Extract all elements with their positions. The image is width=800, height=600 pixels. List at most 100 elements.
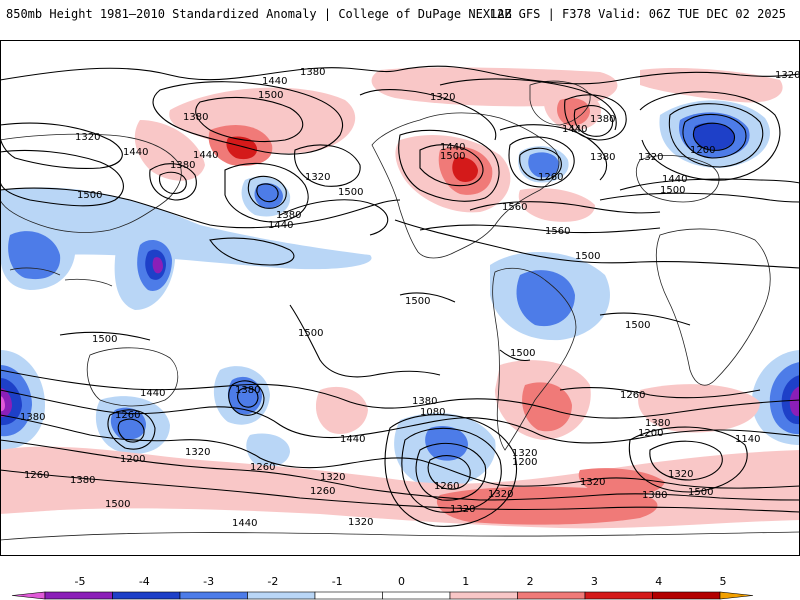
anomaly-pos-sc-pacific — [315, 386, 368, 434]
contour-label: 1500 — [688, 487, 713, 498]
contour-1200-sw — [117, 418, 145, 443]
contour-label: 1200 — [120, 454, 145, 465]
anomaly-neg2-n-pacific — [254, 183, 283, 208]
contour-label: 1320 — [305, 172, 330, 183]
coast-indonesia — [9, 267, 113, 287]
contour-label: 1500 — [625, 320, 650, 331]
anomaly-pos2-alaska — [557, 98, 590, 126]
contour-1380-sw-low — [228, 380, 265, 416]
contour-label: 1380 — [300, 67, 325, 78]
contour-label: 1320 — [488, 489, 513, 500]
anomaly-pos-e-indian — [638, 384, 760, 433]
contour-1380-natl — [499, 124, 608, 181]
contour-label: 1440 — [140, 388, 165, 399]
anomaly-pos-arctic-east — [640, 68, 783, 103]
contour-label: 1380 — [642, 490, 667, 501]
contour-label: 1440 — [193, 150, 218, 161]
colorbar-swatches — [11, 591, 754, 600]
contour-1500-sam-b — [499, 349, 531, 362]
contour-1320-pac-low — [158, 171, 187, 194]
coast-africa — [655, 228, 771, 386]
colorbar-swatch — [584, 591, 653, 600]
colorbar: -5 -4 -3 -2 -1 0 1 2 3 4 5 — [11, 575, 754, 600]
contour-label: 1380 — [590, 152, 615, 163]
anomaly-pos3-n-pacific — [226, 136, 258, 160]
contour-label: 1260 — [250, 462, 275, 473]
colorbar-swatch — [112, 591, 181, 600]
contour-1320-s — [0, 414, 800, 489]
contour-label: 1320 — [638, 152, 663, 163]
contour-label: 1380 — [412, 396, 437, 407]
contour-1500-sam — [399, 292, 456, 303]
contour-label: 1560 — [502, 202, 527, 213]
colorbar-tick-label: -1 — [332, 575, 343, 588]
contour-1320-sw-low — [237, 387, 259, 408]
colorbar-swatch — [382, 591, 451, 600]
contour-1320-euro — [668, 103, 764, 168]
colorbar-tick-label: 2 — [527, 575, 534, 588]
contour-1440-natl — [573, 105, 614, 137]
contour-1500-satl — [559, 387, 761, 399]
contour-1500-npac — [195, 96, 304, 143]
map-title: 850mb Height 1981–2010 Standardized Anom… — [6, 7, 512, 21]
colorbar-arrow-high — [719, 591, 754, 600]
anomaly-neg2-sw-pacific — [110, 407, 146, 440]
contour-label: 1380 — [170, 160, 195, 171]
contour-label: 1200 — [638, 428, 663, 439]
contour-1500-trop-atl — [394, 219, 800, 269]
contour-label: 1320 — [320, 472, 345, 483]
contour-1140-spac — [415, 442, 487, 501]
contour-1380-north — [0, 65, 800, 85]
coast-south-america — [492, 267, 577, 451]
contour-1320-npac — [0, 122, 123, 169]
colorbar-swatch — [517, 591, 586, 600]
anomaly-neg2-s-america — [516, 270, 575, 327]
contour-label: 1260 — [24, 470, 49, 481]
contour-label: 1440 — [262, 76, 287, 87]
contour-1200-sind — [628, 426, 748, 493]
contour-label: 1320 — [512, 448, 537, 459]
contour-1440-northam — [359, 89, 497, 141]
colorbar-swatch — [179, 591, 248, 600]
contour-label: 1500 — [92, 334, 117, 345]
colorbar-tick-label: 3 — [591, 575, 598, 588]
contour-1440-s — [0, 369, 800, 419]
contour-1320-npac-b — [294, 144, 361, 187]
contour-label: 1500 — [105, 499, 130, 510]
contour-1320-pac-inner — [256, 183, 279, 203]
coast-antarctica — [0, 531, 800, 541]
anomaly-neg4-philippines — [152, 257, 163, 274]
contour-1500-wpac — [59, 331, 151, 341]
contour-label: 1440 — [562, 124, 587, 135]
anomaly-pos2-s-atlantic — [522, 382, 572, 432]
contour-1380-s — [0, 389, 800, 444]
contour-label: 1500 — [298, 328, 323, 339]
contour-1200-euro — [692, 122, 735, 151]
contour-label: 1080 — [420, 407, 445, 418]
contour-label: 1440 — [440, 142, 465, 153]
contour-1380-euro — [639, 91, 781, 181]
contour-label: 1260 — [434, 481, 459, 492]
contour-label: 1320 — [348, 517, 373, 528]
anomaly-neg-tropical-band — [0, 187, 372, 270]
coast-australia — [86, 347, 179, 407]
anomaly-pos2-se-ocean — [578, 468, 665, 497]
header: 850mb Height 1981–2010 Standardized Anom… — [0, 0, 800, 30]
contour-1380-natl-b — [564, 94, 627, 141]
anomaly-neg2-sw-atl — [227, 376, 262, 415]
anomaly-neg-s-ocean — [246, 433, 290, 467]
contour-label: 1500 — [440, 151, 465, 162]
anomaly-map: 1380 1440 1500 1380 1320 1440 1440 1380 … — [0, 40, 800, 556]
contour-label: 1260 — [538, 172, 563, 183]
contour-label: 1500 — [258, 90, 283, 101]
colorbar-swatch — [449, 591, 518, 600]
contour-label: 1200 — [512, 457, 537, 468]
colorbar-tick-label: 1 — [462, 575, 469, 588]
contour-1500-mid — [279, 199, 389, 236]
contour-label: 1320 — [75, 132, 100, 143]
contour-label: 1440 — [662, 174, 687, 185]
contour-label: 1500 — [510, 348, 535, 359]
contour-labels: 1380 1440 1500 1380 1320 1440 1440 1380 … — [20, 67, 800, 529]
contour-label: 1500 — [575, 251, 600, 262]
colorbar-tick-label: 4 — [655, 575, 662, 588]
